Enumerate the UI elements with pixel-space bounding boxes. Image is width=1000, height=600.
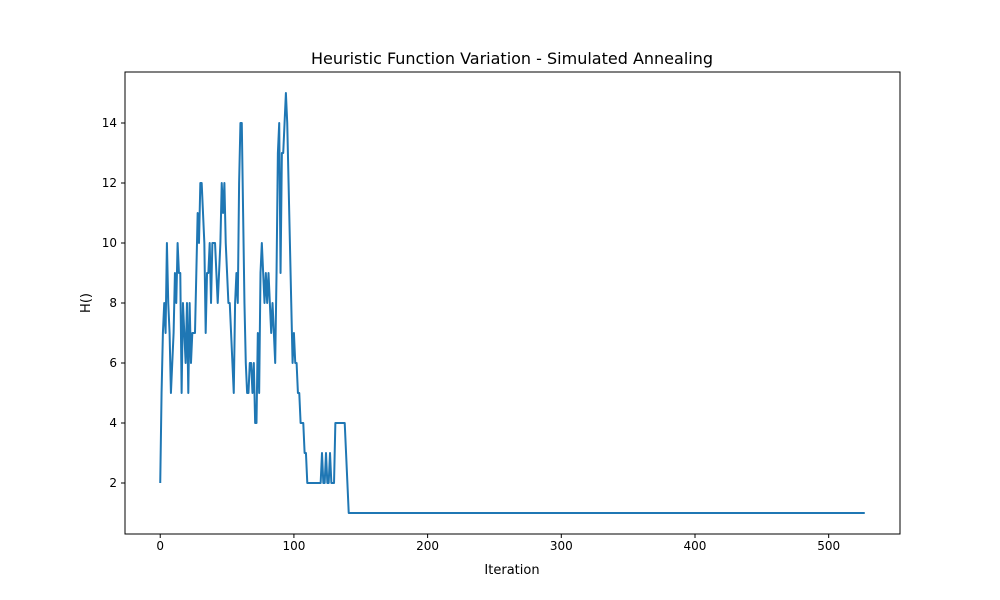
chart-title: Heuristic Function Variation - Simulated… [311, 49, 713, 68]
y-tick-label: 4 [109, 416, 117, 430]
x-tick-label: 200 [416, 539, 439, 553]
y-tick-label: 8 [109, 296, 117, 310]
x-tick-label: 300 [550, 539, 573, 553]
x-tick-label: 500 [817, 539, 840, 553]
line-series [159, 92, 865, 514]
y-axis-label: H() [79, 293, 94, 313]
x-axis-label: Iteration [484, 563, 539, 578]
x-tick-label: 100 [282, 539, 305, 553]
y-tick-label: 2 [109, 476, 117, 490]
y-tick-label: 6 [109, 356, 117, 370]
y-tick-label: 10 [102, 236, 117, 250]
y-tick-label: 12 [102, 176, 117, 190]
x-tick-label: 400 [684, 539, 707, 553]
x-tick-label: 0 [156, 539, 164, 553]
y-tick-label: 14 [102, 116, 117, 130]
